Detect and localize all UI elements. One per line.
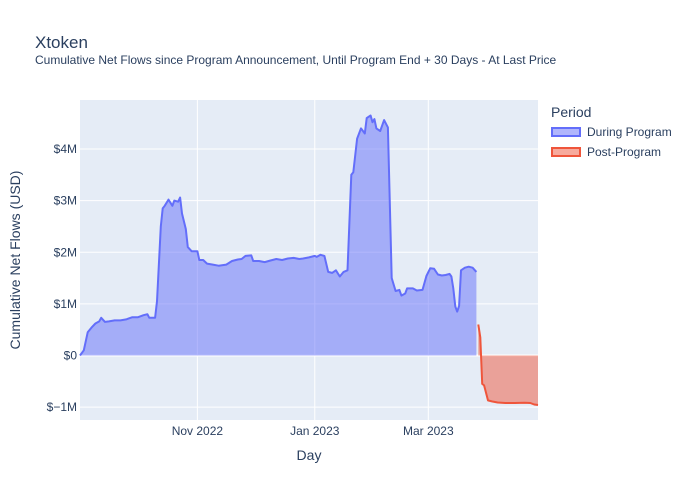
series-line-post-program xyxy=(477,324,539,406)
legend-label: During Program xyxy=(587,125,672,139)
legend-swatch-post-program xyxy=(551,147,581,157)
series-area-post-program xyxy=(478,324,538,405)
legend-item-during-program[interactable]: During Program xyxy=(551,125,672,139)
series-area-during-program xyxy=(80,115,477,356)
y-tick-label: $4M xyxy=(54,142,77,156)
x-tick-label: Mar 2023 xyxy=(403,424,454,438)
y-axis-label: Cumulative Net Flows (USD) xyxy=(7,171,23,350)
y-tick-label: $3M xyxy=(54,194,77,208)
legend-swatch-during-program xyxy=(551,127,581,137)
x-tick-label: Nov 2022 xyxy=(172,424,224,438)
x-axis-label: Day xyxy=(297,447,322,463)
chart-title: Xtoken xyxy=(35,33,88,52)
x-tick-label: Jan 2023 xyxy=(290,424,340,438)
series-line-during-program xyxy=(79,114,478,357)
legend-title: Period xyxy=(551,104,592,120)
y-tick-label: $1M xyxy=(54,297,77,311)
y-tick-label: $0 xyxy=(64,348,78,362)
series-layer xyxy=(79,114,539,406)
legend-label: Post-Program xyxy=(587,145,662,159)
legend-item-post-program[interactable]: Post-Program xyxy=(551,145,661,159)
tick-labels: $−1M $0 $1M $2M $3M $4M Nov 2022 Jan 2023 Mar 20… xyxy=(47,142,454,438)
y-tick-label: $2M xyxy=(54,245,77,259)
chart-subtitle: Cumulative Net Flows since Program Annou… xyxy=(35,53,557,67)
y-tick-label: $−1M xyxy=(47,400,77,414)
